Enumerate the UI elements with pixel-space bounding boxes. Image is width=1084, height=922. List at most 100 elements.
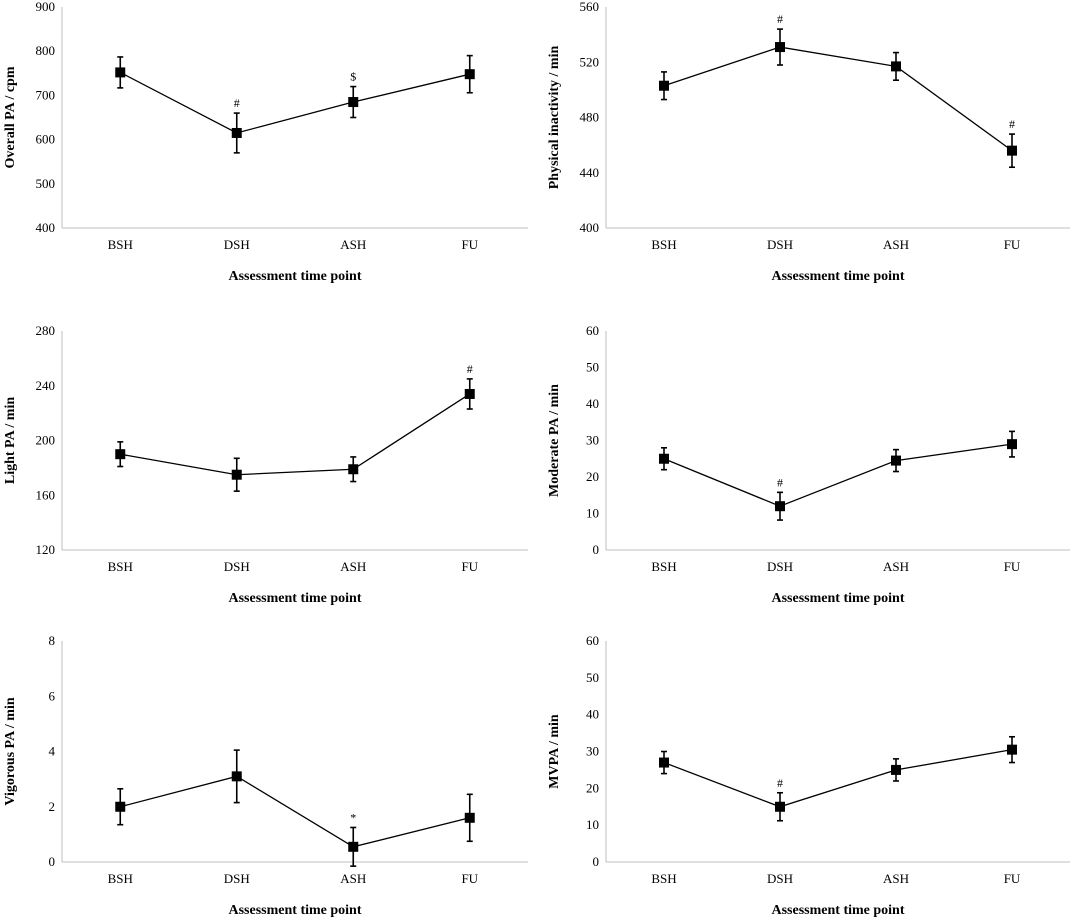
y-tick-label: 20 <box>586 780 599 795</box>
data-point-marker <box>775 501 785 512</box>
y-tick-label: 240 <box>36 378 56 393</box>
y-tick-label: 40 <box>586 396 599 411</box>
x-tick-label: ASH <box>340 871 366 886</box>
data-point-marker <box>464 69 475 80</box>
data-point-marker <box>348 97 359 108</box>
y-tick-label: 0 <box>593 542 600 557</box>
x-tick-label: DSH <box>224 237 250 252</box>
chart-3: 120 160 200 240 280 BSH DSH ASH FU Assessment tim… <box>3 323 528 606</box>
x-tick-label: DSH <box>224 871 250 886</box>
data-point-marker <box>231 771 242 782</box>
y-axis-title: Physical inactivity / min <box>547 46 562 190</box>
x-axis-title: Assessment time point <box>772 591 905 606</box>
series-line <box>663 749 1013 808</box>
data-point-marker <box>464 812 475 823</box>
significance-marker: # <box>467 362 473 376</box>
y-tick-label: 200 <box>36 433 56 448</box>
y-tick-label: 50 <box>586 360 599 375</box>
data-point-marker <box>659 757 669 768</box>
y-tick-label: 8 <box>49 633 56 648</box>
data-point-marker <box>115 67 126 78</box>
y-tick-label: 600 <box>36 132 56 147</box>
data-point-marker <box>1007 145 1017 156</box>
data-point-marker <box>115 449 126 460</box>
x-tick-label: BSH <box>651 237 676 252</box>
y-tick-label: 10 <box>586 506 599 521</box>
x-tick-label: DSH <box>767 237 793 252</box>
x-tick-label: BSH <box>108 237 133 252</box>
y-tick-label: 520 <box>580 54 600 69</box>
y-tick-label: 280 <box>36 323 56 338</box>
y-tick-label: 560 <box>580 0 600 14</box>
x-axis-title: Assessment time point <box>229 269 362 284</box>
significance-marker: # <box>1009 117 1015 131</box>
y-axis-title: Light PA / min <box>3 397 18 484</box>
x-tick-label: ASH <box>883 559 909 574</box>
y-tick-label: 20 <box>586 469 599 484</box>
y-tick-label: 60 <box>586 323 599 338</box>
data-point-marker <box>891 61 901 72</box>
y-tick-label: 2 <box>49 799 56 814</box>
x-axis-title: Assessment time point <box>229 591 362 606</box>
y-tick-label: 40 <box>586 707 599 722</box>
x-tick-label: BSH <box>108 871 133 886</box>
y-axis-title: Moderate PA / min <box>547 384 562 497</box>
chart-1: 400 500 600 700 800 900 BSH DSH ASH FU Assessment … <box>3 0 528 284</box>
chart-5: 0 2 4 6 8 BSH DSH ASH FU Assessment time point Vig… <box>3 633 528 918</box>
series-line <box>663 46 1013 152</box>
y-tick-label: 0 <box>593 854 600 869</box>
y-axis-title: Vigorous PA / min <box>3 697 18 805</box>
significance-marker: # <box>777 12 783 26</box>
y-tick-label: 6 <box>49 688 56 703</box>
x-tick-label: ASH <box>883 871 909 886</box>
significance-marker: # <box>234 96 240 110</box>
x-tick-label: FU <box>461 871 478 886</box>
x-axis-title: Assessment time point <box>772 903 905 918</box>
y-tick-label: 900 <box>36 0 56 14</box>
x-tick-label: FU <box>1004 237 1021 252</box>
x-tick-label: ASH <box>340 559 366 574</box>
y-tick-label: 30 <box>586 744 599 759</box>
x-tick-label: DSH <box>224 559 250 574</box>
data-point-marker <box>775 801 785 812</box>
series-line <box>120 775 470 848</box>
data-point-marker <box>231 469 242 480</box>
x-tick-label: BSH <box>651 559 676 574</box>
y-tick-label: 500 <box>36 176 56 191</box>
y-axis-title: Overall PA / cpm <box>3 66 18 168</box>
y-tick-label: 10 <box>586 817 599 832</box>
data-point-marker <box>891 764 901 775</box>
y-axis-title: MVPA / min <box>547 714 562 789</box>
x-tick-label: ASH <box>883 237 909 252</box>
series-line <box>663 443 1013 507</box>
y-tick-label: 120 <box>36 542 56 557</box>
data-point-marker <box>659 80 669 91</box>
significance-marker: * <box>350 810 356 824</box>
data-point-marker <box>891 455 901 466</box>
data-point-marker <box>348 464 359 475</box>
data-point-marker <box>659 453 669 464</box>
x-tick-label: BSH <box>651 871 676 886</box>
x-axis-title: Assessment time point <box>772 269 905 284</box>
data-point-marker <box>1007 439 1017 450</box>
data-point-marker <box>464 388 475 399</box>
x-axis-title: Assessment time point <box>229 903 362 918</box>
y-tick-label: 700 <box>36 87 56 102</box>
significance-marker: # <box>777 475 783 489</box>
data-point-marker <box>1007 744 1017 755</box>
series-line <box>120 393 471 476</box>
y-tick-label: 30 <box>586 433 599 448</box>
data-point-marker <box>775 42 785 53</box>
y-tick-label: 160 <box>36 487 56 502</box>
x-tick-label: BSH <box>108 559 133 574</box>
x-tick-label: FU <box>1004 559 1021 574</box>
chart-6: 0 10 20 30 40 50 60 BSH DSH ASH FU Assessment time … <box>547 633 1070 918</box>
y-tick-label: 400 <box>36 220 56 235</box>
y-tick-label: 440 <box>580 165 600 180</box>
x-tick-label: DSH <box>767 559 793 574</box>
x-tick-label: FU <box>461 237 478 252</box>
chart-4: 0 10 20 30 40 50 60 BSH DSH ASH FU Assessment time … <box>547 323 1070 606</box>
x-tick-label: DSH <box>767 871 793 886</box>
y-tick-label: 480 <box>580 110 600 125</box>
significance-marker: # <box>777 776 783 790</box>
